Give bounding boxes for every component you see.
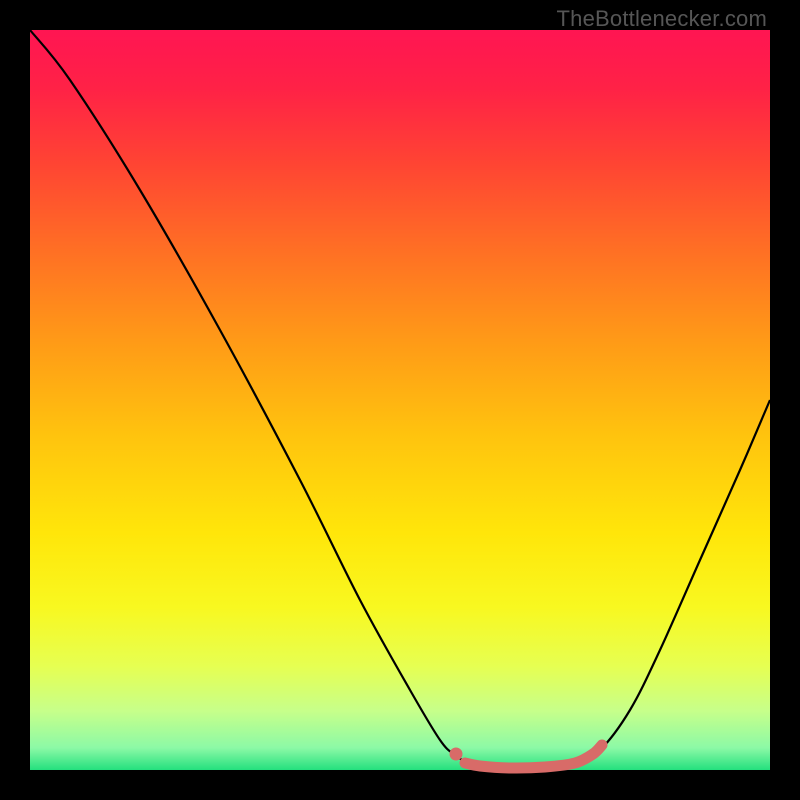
chart-stage: TheBottlenecker.com: [0, 0, 800, 800]
gradient-rect: [30, 30, 770, 770]
watermark-text: TheBottlenecker.com: [557, 6, 767, 32]
plot-background: [30, 30, 770, 770]
